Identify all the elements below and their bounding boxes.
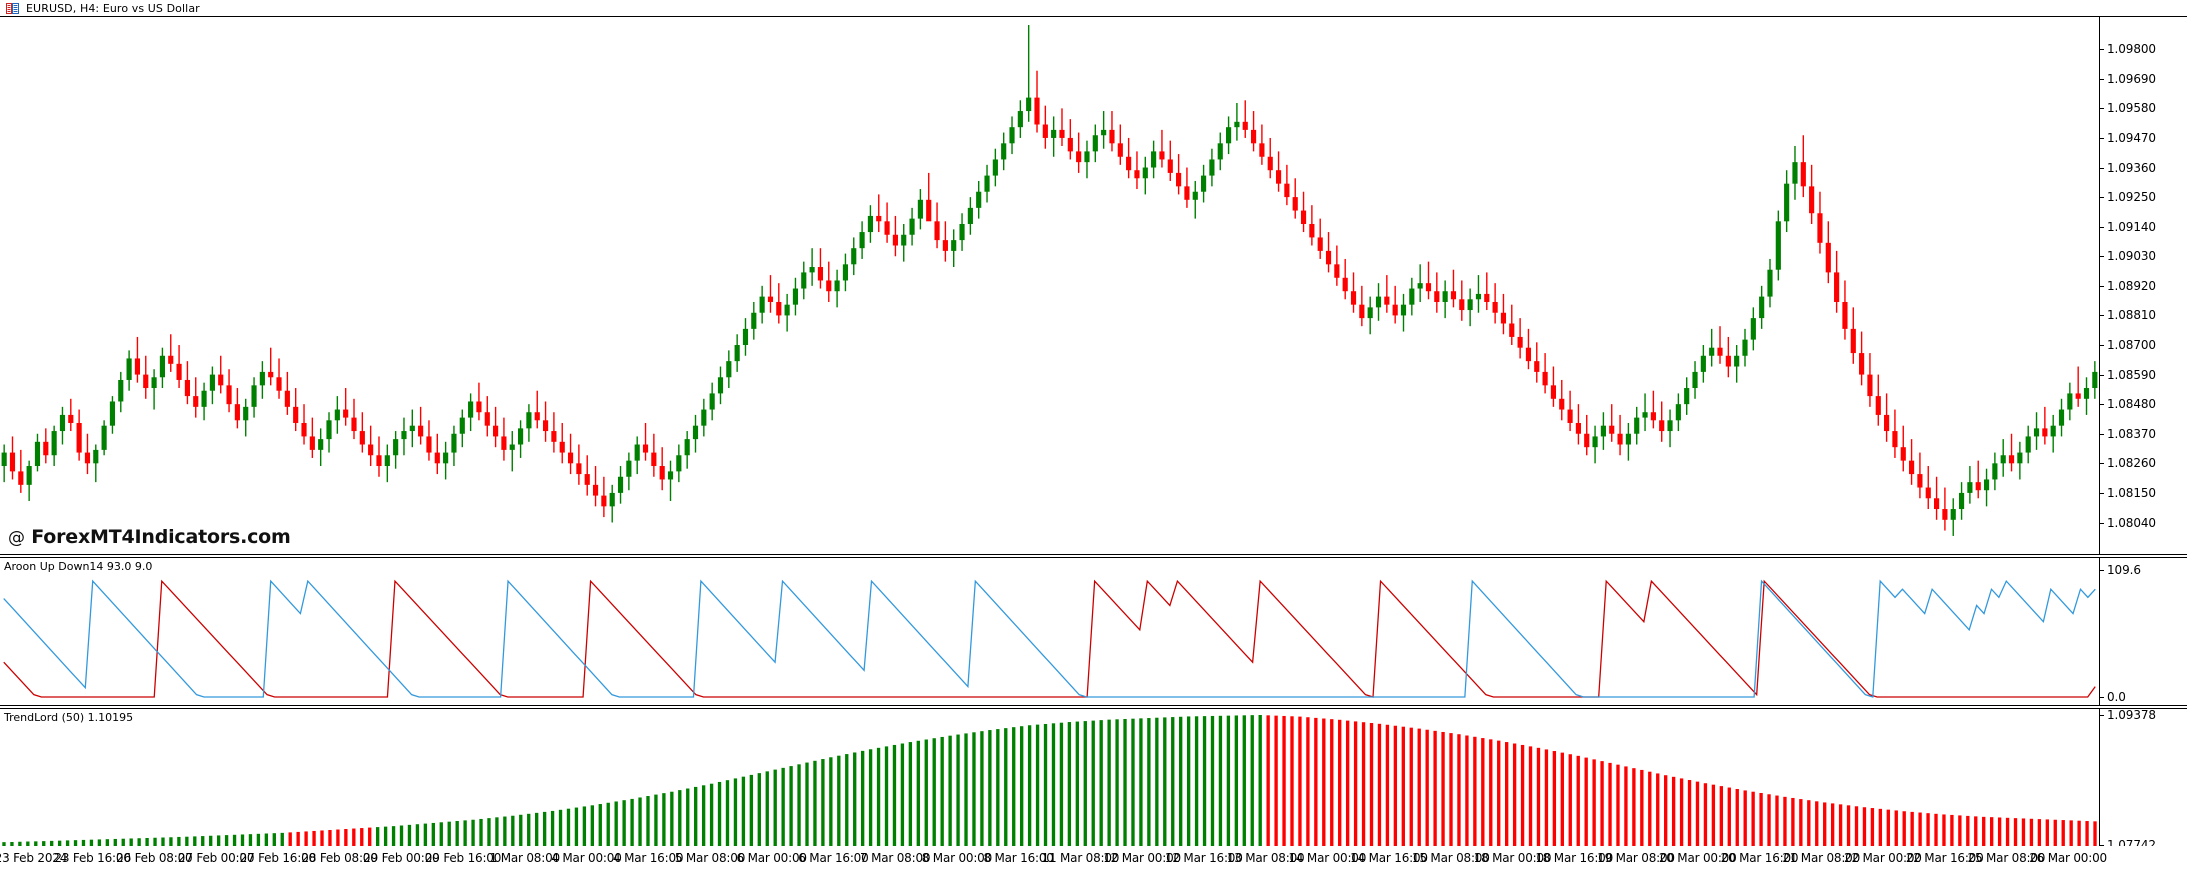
time-axis-label: 5 Mar 08:00	[674, 851, 746, 865]
time-axis-label: 27 Feb 00:00	[177, 851, 255, 865]
time-axis-label: 28 Feb 08:00	[301, 851, 378, 865]
price-axis-label: 1.08150	[2107, 485, 2156, 500]
time-axis-label: 6 Mar 00:00	[736, 851, 807, 865]
price-axis-tick	[2099, 137, 2104, 139]
trendlord-axis-tick	[2099, 845, 2104, 846]
price-axis-label: 1.09360	[2107, 160, 2156, 175]
time-axis-label: 20 Mar 16:00	[1720, 851, 1799, 865]
trendlord-scale-line	[2099, 709, 2100, 846]
time-axis-label: 22 Mar 00:00	[1844, 851, 1922, 865]
time-axis-label: 12 Mar 16:00	[1164, 851, 1243, 865]
aroon-scale-line	[2099, 558, 2100, 705]
time-axis-label: 12 Mar 00:00	[1103, 851, 1181, 865]
price-axis-tick	[2099, 522, 2104, 524]
price-axis-tick	[2099, 433, 2104, 435]
time-axis-label: 4 Mar 00:00	[551, 851, 622, 865]
price-axis-tick	[2099, 108, 2104, 110]
time-axis-label: 21 Mar 08:00	[1782, 851, 1861, 865]
time-axis-label: 27 Feb 16:00	[239, 851, 317, 865]
time-axis-label: 23 Feb 2024	[0, 851, 68, 865]
trendlord-plot-area[interactable]	[0, 709, 2099, 846]
aroon-axis-label: 109.6	[2107, 563, 2141, 577]
price-axis-tick	[2099, 315, 2104, 317]
time-axis-label: 18 Mar 00:00	[1473, 851, 1552, 865]
price-plot-area[interactable]	[0, 17, 2099, 554]
time-axis-label: 6 Mar 16:00	[798, 851, 869, 865]
time-axis-label: 23 Feb 16:00	[54, 851, 131, 865]
aroon-indicator-label: Aroon Up Down14 93.0 9.0	[4, 560, 153, 573]
time-axis-label: 18 Mar 16:00	[1535, 851, 1614, 865]
price-axis-tick	[2099, 285, 2104, 287]
price-axis-label: 1.08590	[2107, 367, 2156, 382]
time-axis-label: 8 Mar 00:00	[921, 851, 993, 865]
price-axis-tick	[2099, 226, 2104, 228]
pane-separator-2b	[0, 708, 2187, 709]
time-axis-label: 14 Mar 16:00	[1350, 851, 1428, 865]
price-axis-tick	[2099, 374, 2104, 376]
aroon-scale[interactable]: 109.6 0.0	[2099, 558, 2187, 705]
symbol-window-icon	[6, 3, 19, 14]
time-axis-label: 26 Feb 08:00	[116, 851, 193, 865]
trendlord-pane: 1.09378 1.07742 TrendLord (50) 1.10195	[0, 708, 2187, 852]
price-axis-label: 1.09250	[2107, 190, 2156, 205]
price-axis-label: 1.08810	[2107, 308, 2156, 323]
time-scale[interactable]: 23 Feb 2024 23 Feb 16:00 26 Feb 08:00 27 Fe…	[0, 846, 2187, 872]
time-axis-label: 8 Mar 16:00	[983, 851, 1054, 865]
price-axis-label: 1.08040	[2107, 515, 2156, 530]
pane-separator-1a	[0, 554, 2187, 555]
price-axis-label: 1.09470	[2107, 130, 2156, 145]
aroon-axis-label: 0.0	[2107, 690, 2126, 704]
aroon-axis-tick	[2099, 570, 2104, 571]
aroon-pane: 109.6 0.0 Aroon Up Down14 93.0 9.0	[0, 558, 2187, 705]
price-axis-label: 1.09580	[2107, 101, 2156, 116]
time-axis-label: 20 Mar 00:00	[1658, 851, 1737, 865]
price-axis-tick	[2099, 49, 2104, 51]
time-axis-label: 1 Mar 08:00	[489, 851, 560, 865]
trendlord-axis-tick	[2099, 715, 2104, 716]
aroon-axis-tick	[2099, 697, 2104, 698]
title-divider	[0, 16, 2187, 17]
price-axis-tick	[2099, 78, 2104, 80]
price-axis-label: 1.08260	[2107, 456, 2156, 471]
price-axis-tick	[2099, 492, 2104, 494]
aroon-plot-area[interactable]	[0, 558, 2099, 705]
time-axis-label: 11 Mar 08:00	[1041, 851, 1120, 865]
trendlord-axis-label: 1.09378	[2107, 708, 2156, 722]
time-axis-label: 7 Mar 08:00	[860, 851, 931, 865]
time-axis-label: 13 Mar 08:00	[1226, 851, 1305, 865]
price-axis-label: 1.08920	[2107, 278, 2156, 293]
price-axis-label: 1.09140	[2107, 219, 2156, 234]
time-axis-label: 22 Mar 16:00	[1905, 851, 1984, 865]
time-axis-label: 15 Mar 08:00	[1411, 851, 1490, 865]
time-axis-label: 4 Mar 16:00	[613, 851, 684, 865]
price-pane: 1.09800 1.09690 1.09580 1.09470 1.09360 1.092…	[0, 17, 2187, 554]
price-axis-tick	[2099, 197, 2104, 199]
price-axis-tick	[2099, 256, 2104, 258]
pane-separator-1b	[0, 557, 2187, 558]
price-axis-tick	[2099, 167, 2104, 169]
price-axis-label: 1.08700	[2107, 338, 2156, 352]
price-scale[interactable]: 1.09800 1.09690 1.09580 1.09470 1.09360 1.092…	[2099, 17, 2187, 554]
trendlord-indicator-label: TrendLord (50) 1.10195	[4, 711, 134, 724]
price-axis-tick	[2099, 404, 2104, 406]
price-axis-label: 1.08480	[2107, 397, 2156, 412]
pane-separator-2a	[0, 705, 2187, 706]
price-axis-label: 1.09030	[2107, 249, 2156, 264]
price-axis-tick	[2099, 463, 2104, 465]
time-axis-label: 29 Feb 16:00	[424, 851, 502, 865]
symbol-title: EURUSD, H4: Euro vs US Dollar	[26, 2, 200, 15]
price-axis-tick	[2099, 345, 2104, 346]
time-axis-label: 26 Mar 00:00	[2029, 851, 2107, 865]
trendlord-scale[interactable]: 1.09378 1.07742	[2099, 708, 2187, 852]
price-axis-label: 1.09800	[2107, 42, 2156, 57]
time-axis-label: 19 Mar 08:00	[1597, 851, 1675, 865]
time-axis-label: 29 Feb 00:00	[363, 851, 440, 865]
price-scale-line	[2099, 17, 2100, 554]
time-axis-label: 25 Mar 08:00	[1967, 851, 2046, 865]
chart-title-bar: EURUSD, H4: Euro vs US Dollar	[0, 0, 2187, 17]
time-axis-label: 14 Mar 00:00	[1288, 851, 1367, 865]
price-axis-label: 1.08370	[2107, 426, 2156, 441]
price-axis-label: 1.09690	[2107, 71, 2156, 86]
